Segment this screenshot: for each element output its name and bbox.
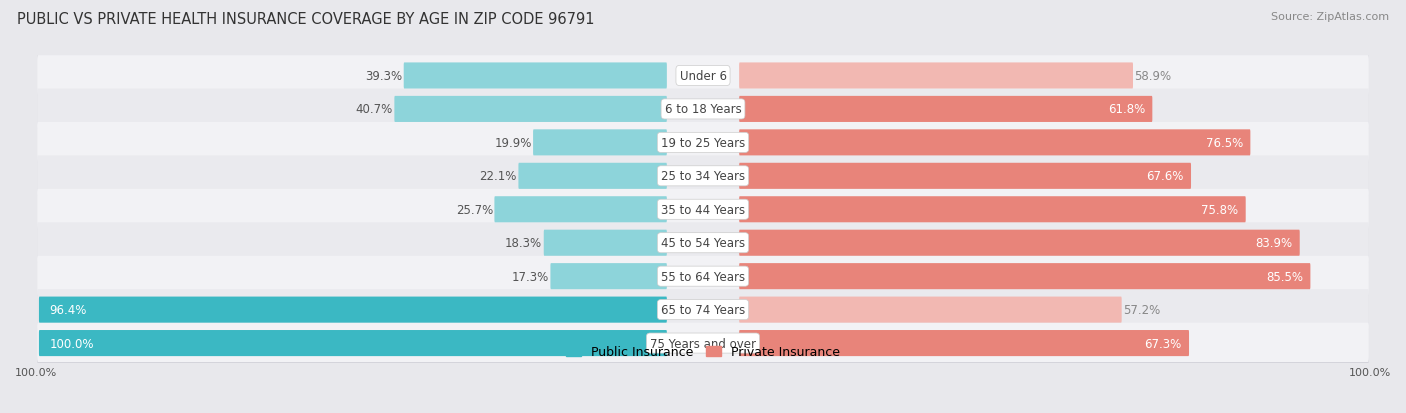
FancyBboxPatch shape bbox=[37, 56, 1369, 95]
Text: 6 to 18 Years: 6 to 18 Years bbox=[665, 103, 741, 116]
Text: 25.7%: 25.7% bbox=[456, 203, 494, 216]
FancyBboxPatch shape bbox=[37, 256, 1369, 297]
FancyBboxPatch shape bbox=[37, 189, 1369, 230]
FancyBboxPatch shape bbox=[39, 330, 666, 356]
Text: 55 to 64 Years: 55 to 64 Years bbox=[661, 270, 745, 283]
FancyBboxPatch shape bbox=[544, 230, 666, 256]
FancyBboxPatch shape bbox=[740, 164, 1191, 190]
Text: 75 Years and over: 75 Years and over bbox=[650, 337, 756, 350]
FancyBboxPatch shape bbox=[533, 130, 666, 156]
Text: 76.5%: 76.5% bbox=[1206, 137, 1243, 150]
FancyBboxPatch shape bbox=[37, 123, 1369, 162]
FancyBboxPatch shape bbox=[37, 223, 1369, 262]
Text: 85.5%: 85.5% bbox=[1267, 270, 1303, 283]
FancyBboxPatch shape bbox=[394, 97, 666, 123]
Text: 18.3%: 18.3% bbox=[505, 237, 543, 249]
FancyBboxPatch shape bbox=[37, 290, 1369, 329]
FancyBboxPatch shape bbox=[37, 89, 1369, 129]
FancyBboxPatch shape bbox=[37, 89, 1369, 131]
Text: 61.8%: 61.8% bbox=[1108, 103, 1144, 116]
FancyBboxPatch shape bbox=[37, 190, 1369, 229]
Text: 100.0%: 100.0% bbox=[49, 337, 94, 350]
Text: Source: ZipAtlas.com: Source: ZipAtlas.com bbox=[1271, 12, 1389, 22]
Text: 96.4%: 96.4% bbox=[49, 304, 87, 316]
Text: 17.3%: 17.3% bbox=[512, 270, 548, 283]
FancyBboxPatch shape bbox=[519, 164, 666, 190]
FancyBboxPatch shape bbox=[740, 63, 1133, 89]
FancyBboxPatch shape bbox=[404, 63, 666, 89]
Text: Under 6: Under 6 bbox=[679, 70, 727, 83]
FancyBboxPatch shape bbox=[37, 223, 1369, 264]
Text: PUBLIC VS PRIVATE HEALTH INSURANCE COVERAGE BY AGE IN ZIP CODE 96791: PUBLIC VS PRIVATE HEALTH INSURANCE COVER… bbox=[17, 12, 595, 27]
FancyBboxPatch shape bbox=[740, 197, 1246, 223]
FancyBboxPatch shape bbox=[550, 263, 666, 290]
FancyBboxPatch shape bbox=[740, 97, 1153, 123]
Text: 67.6%: 67.6% bbox=[1146, 170, 1184, 183]
Text: 65 to 74 Years: 65 to 74 Years bbox=[661, 304, 745, 316]
FancyBboxPatch shape bbox=[740, 330, 1189, 356]
FancyBboxPatch shape bbox=[37, 156, 1369, 195]
FancyBboxPatch shape bbox=[740, 130, 1250, 156]
FancyBboxPatch shape bbox=[37, 56, 1369, 97]
Text: 39.3%: 39.3% bbox=[366, 70, 402, 83]
FancyBboxPatch shape bbox=[39, 297, 666, 323]
Legend: Public Insurance, Private Insurance: Public Insurance, Private Insurance bbox=[561, 340, 845, 363]
FancyBboxPatch shape bbox=[37, 289, 1369, 330]
Text: 35 to 44 Years: 35 to 44 Years bbox=[661, 203, 745, 216]
Text: 45 to 54 Years: 45 to 54 Years bbox=[661, 237, 745, 249]
Text: 67.3%: 67.3% bbox=[1144, 337, 1182, 350]
Text: 19 to 25 Years: 19 to 25 Years bbox=[661, 137, 745, 150]
FancyBboxPatch shape bbox=[37, 122, 1369, 164]
Text: 58.9%: 58.9% bbox=[1135, 70, 1171, 83]
Text: 75.8%: 75.8% bbox=[1201, 203, 1239, 216]
Text: 25 to 34 Years: 25 to 34 Years bbox=[661, 170, 745, 183]
Text: 83.9%: 83.9% bbox=[1256, 237, 1292, 249]
FancyBboxPatch shape bbox=[740, 263, 1310, 290]
Text: 40.7%: 40.7% bbox=[356, 103, 392, 116]
Text: 57.2%: 57.2% bbox=[1123, 304, 1160, 316]
FancyBboxPatch shape bbox=[37, 156, 1369, 197]
FancyBboxPatch shape bbox=[37, 256, 1369, 296]
FancyBboxPatch shape bbox=[740, 297, 1122, 323]
Text: 19.9%: 19.9% bbox=[495, 137, 531, 150]
Text: 22.1%: 22.1% bbox=[479, 170, 517, 183]
FancyBboxPatch shape bbox=[37, 323, 1369, 364]
FancyBboxPatch shape bbox=[37, 323, 1369, 362]
FancyBboxPatch shape bbox=[495, 197, 666, 223]
FancyBboxPatch shape bbox=[740, 230, 1299, 256]
